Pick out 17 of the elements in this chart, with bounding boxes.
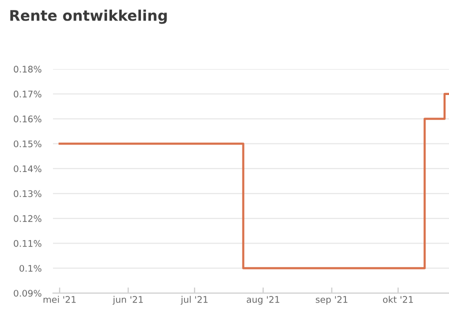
- x-tick-label: mei '21: [44, 296, 76, 303]
- y-tick-label: 0.16%: [14, 116, 42, 122]
- y-tick-label: 0.1%: [20, 264, 42, 272]
- y-tick-label: 0.14%: [14, 165, 42, 172]
- y-tick-label: 0.13%: [14, 190, 42, 198]
- x-tick-label: sep '21: [316, 296, 348, 305]
- y-tick-label: 0.15%: [14, 140, 42, 148]
- x-tick-label: jul '21: [180, 296, 208, 305]
- x-tick-label: jun '21: [112, 296, 143, 305]
- y-tick-label: 0.09%: [14, 290, 42, 297]
- y-tick-label: 0.11%: [14, 240, 42, 247]
- x-tick-label: aug '21: [246, 296, 280, 305]
- chart-title: Rente ontwikkeling: [10, 10, 167, 24]
- y-tick-label: 0.17%: [14, 90, 42, 98]
- y-tick-label: 0.12%: [14, 215, 42, 222]
- y-tick-label: 0.18%: [14, 66, 42, 73]
- x-tick-label: okt '21: [383, 296, 413, 303]
